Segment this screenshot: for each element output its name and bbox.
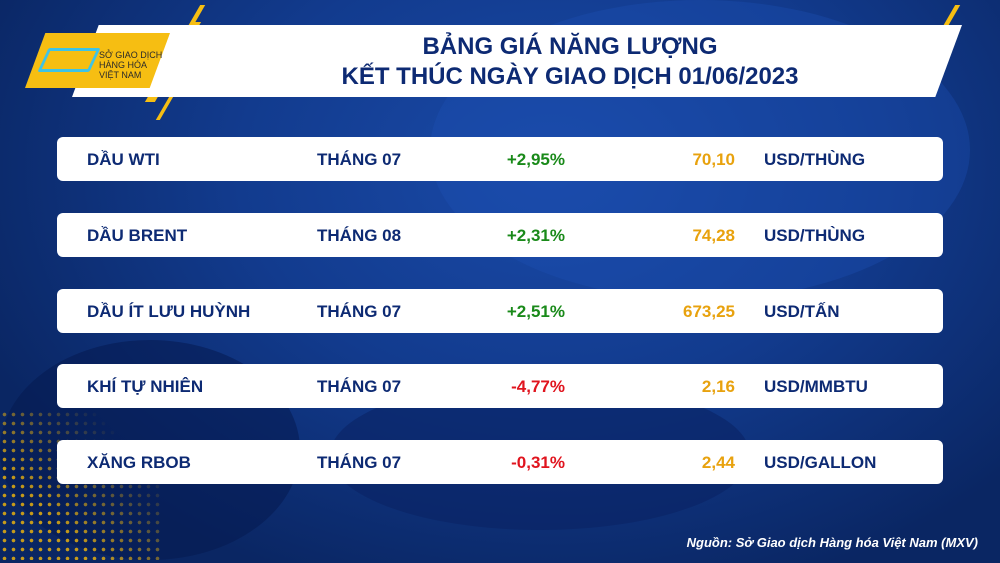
logo [25, 33, 170, 88]
contract-month: THÁNG 07 [317, 453, 402, 472]
change-percent: +2,51% [506, 302, 565, 321]
page-title: BẢNG GIÁ NĂNG LƯỢNG KẾT THÚC NGÀY GIAO D… [260, 32, 880, 92]
commodity-name: DẦU ÍT LƯU HUỲNH [87, 302, 251, 321]
price-value: 70,10 [692, 150, 735, 169]
contract-month: THÁNG 07 [317, 377, 402, 396]
price-unit: USD/MMBTU [764, 377, 868, 396]
price-unit: USD/THÙNG [764, 226, 866, 245]
change-percent: +2,31% [506, 226, 565, 245]
price-unit: USD/THÙNG [764, 150, 866, 169]
logo-line: SỞ GIAO DỊCH [99, 50, 163, 60]
source-note: Nguồn: Sở Giao dịch Hàng hóa Việt Nam (M… [686, 535, 978, 550]
price-unit: USD/TẤN [764, 302, 840, 321]
price-value: 673,25 [683, 302, 735, 321]
change-percent: -4,77% [511, 377, 565, 396]
price-row: DẦU ÍT LƯU HUỲNH THÁNG 07 +2,51% 673,25 USD/… [57, 289, 943, 333]
contract-month: THÁNG 07 [317, 302, 402, 321]
header-banner [72, 25, 962, 97]
commodity-name: KHÍ TỰ NHIÊN [87, 377, 204, 396]
change-percent: +2,95% [506, 150, 565, 169]
title-line-1: BẢNG GIÁ NĂNG LƯỢNG [422, 33, 718, 60]
contract-month: THÁNG 07 [317, 150, 402, 169]
price-unit: USD/GALLON [764, 453, 877, 472]
commodity-name: XĂNG RBOB [87, 453, 191, 472]
dot-pattern [0, 410, 160, 560]
price-row: DẦU BRENT THÁNG 08 +2,31% 74,28 USD/THÙNG [57, 213, 943, 257]
contract-month: THÁNG 08 [317, 226, 402, 245]
change-percent: -0,31% [511, 453, 565, 472]
price-row: XĂNG RBOB THÁNG 07 -0,31% 2,44 USD/GALLON [57, 440, 943, 484]
price-value: 2,16 [701, 377, 735, 396]
price-row: KHÍ TỰ NHIÊN THÁNG 07 -4,77% 2,16 USD/MMBTU [57, 364, 943, 408]
logo-text: SỞ GIAO DỊCH HÀNG HÓA VIỆT NAM [99, 50, 162, 80]
title-line-2: KẾT THÚC NGÀY GIAO DỊCH 01/06/2023 [341, 63, 799, 90]
price-value: 2,44 [701, 453, 735, 472]
commodity-name: DẦU WTI [87, 150, 160, 169]
price-row: DẦU WTI THÁNG 07 +2,95% 70,10 USD/THÙNG [57, 137, 943, 181]
logo-line: VIỆT NAM [99, 70, 142, 80]
price-value: 74,28 [692, 226, 735, 245]
commodity-name: DẦU BRENT [87, 226, 188, 245]
logo-line: HÀNG HÓA [99, 60, 148, 70]
